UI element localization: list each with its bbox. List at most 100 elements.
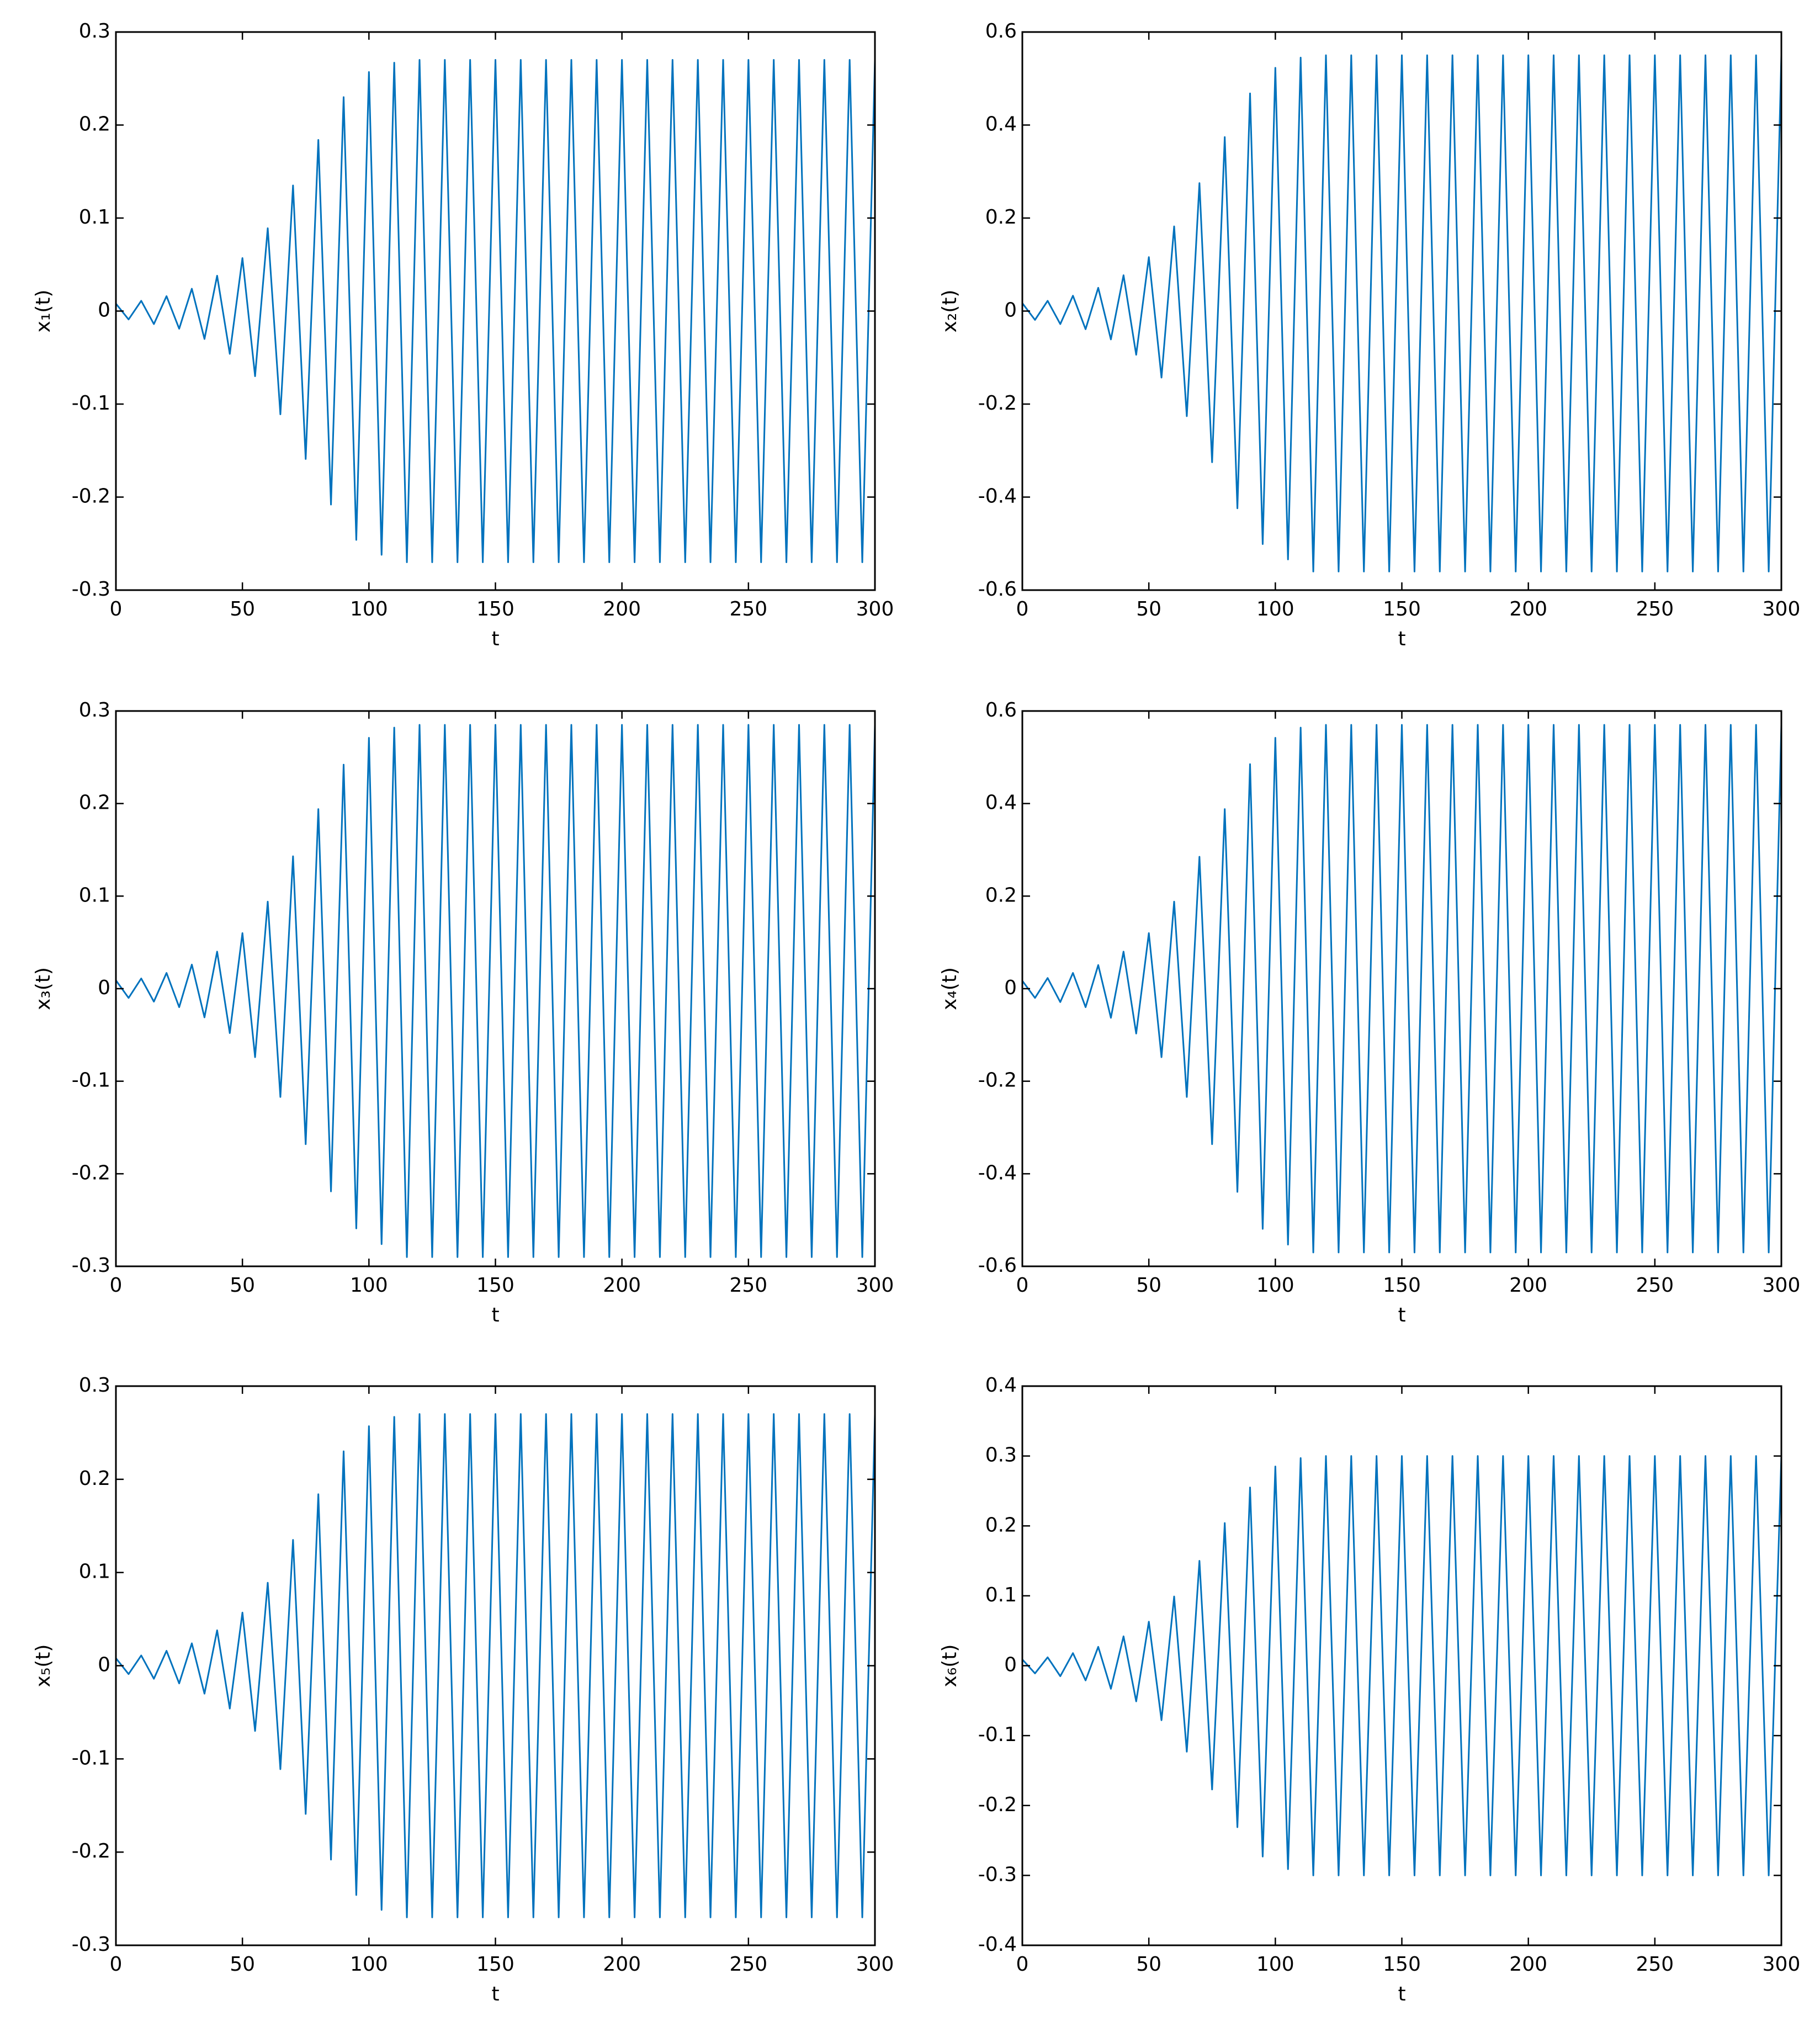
x-tick-label: 0: [110, 1274, 123, 1297]
y-tick-label: -0.2: [72, 1161, 110, 1184]
y-tick-label: -0.2: [978, 1793, 1017, 1816]
x-axis-label: t: [1398, 628, 1405, 650]
x-tick-label: 250: [1636, 1274, 1674, 1297]
y-tick-label: -0.4: [978, 1933, 1017, 1956]
x-axis-label: t: [491, 1304, 499, 1326]
y-axis-label: x₆(t): [938, 1644, 961, 1688]
x-tick-label: 100: [350, 1953, 388, 1976]
data-line: [1021, 724, 1782, 1254]
y-tick-label: -0.3: [72, 578, 110, 601]
x-axis-label: t: [1398, 1304, 1405, 1326]
y-tick-label: -0.1: [978, 1723, 1017, 1746]
x-tick-label: 300: [1763, 1953, 1801, 1976]
y-tick-label: -0.1: [72, 1069, 110, 1092]
y-tick-label: 0.6: [985, 20, 1017, 43]
x-tick-label: 250: [729, 1953, 767, 1976]
x-tick-label: 50: [1136, 1953, 1161, 1976]
x-tick-label: 250: [729, 1274, 767, 1297]
x-tick-label: 300: [1763, 598, 1801, 620]
x-tick-label: 0: [1016, 598, 1029, 620]
y-tick-label: 0.4: [985, 792, 1017, 814]
x-tick-label: 200: [603, 598, 641, 620]
x-tick-label: 200: [603, 1274, 641, 1297]
x-tick-label: 50: [1136, 1274, 1161, 1297]
y-tick-label: -0.4: [978, 485, 1017, 508]
y-tick-label: -0.2: [72, 1840, 110, 1862]
x-tick-label: 100: [1256, 1953, 1294, 1976]
x-tick-label: 50: [230, 1274, 255, 1297]
data-line: [1021, 54, 1782, 572]
x-tick-label: 50: [230, 1953, 255, 1976]
x-tick-label: 0: [110, 1953, 123, 1976]
y-tick-label: 0.2: [985, 1514, 1017, 1536]
x-tick-label: 150: [476, 598, 514, 620]
x-axis-label: t: [491, 628, 499, 650]
y-tick-label: 0.4: [985, 1374, 1017, 1397]
data-line: [115, 724, 876, 1258]
y-tick-label: -0.1: [72, 1747, 110, 1769]
axes-frame: [1021, 31, 1782, 591]
data-line: [115, 59, 876, 563]
x-axis-label: t: [491, 1983, 499, 2005]
x-tick-label: 250: [729, 598, 767, 620]
x-tick-label: 300: [856, 1274, 894, 1297]
subplot: 0 50 100 150 200 250 300 -0.6 -0.4 -0.2 0 0.2 0.4 0.6…: [938, 699, 1800, 1326]
x-tick-label: 200: [1509, 1953, 1547, 1976]
y-axis-label: x₄(t): [938, 967, 961, 1010]
x-tick-label: 300: [856, 1953, 894, 1976]
x-tick-label: 150: [476, 1274, 514, 1297]
y-tick-label: 0.2: [985, 206, 1017, 229]
y-tick-label: 0.4: [985, 113, 1017, 136]
x-tick-label: 200: [1509, 598, 1547, 620]
axes-frame: [115, 1385, 876, 1946]
y-tick-label: 0.1: [79, 884, 110, 906]
axes-frame: [1021, 710, 1782, 1267]
x-tick-label: 300: [1763, 1274, 1801, 1297]
y-tick-label: 0.2: [79, 113, 110, 136]
data-line: [1021, 1455, 1782, 1876]
axes-frame: [115, 31, 876, 591]
x-tick-label: 300: [856, 598, 894, 620]
y-tick-label: -0.6: [978, 578, 1017, 601]
y-tick-label: 0.2: [79, 1467, 110, 1490]
y-tick-label: -0.3: [72, 1254, 110, 1277]
x-tick-label: 0: [110, 598, 123, 620]
y-axis-label: x₅(t): [32, 1644, 55, 1688]
x-tick-label: 100: [1256, 1274, 1294, 1297]
subplot: 0 50 100 150 200 250 300 -0.6 -0.4 -0.2 0 0.2 0.4 0.6…: [938, 20, 1800, 650]
x-tick-label: 250: [1636, 1953, 1674, 1976]
subplot: 0 50 100 150 200 250 300 -0.3 -0.2 -0.1 0 0.1 0.2 0.3…: [32, 20, 894, 650]
y-tick-label: 0.3: [79, 1374, 110, 1397]
x-tick-label: 100: [350, 1274, 388, 1297]
x-tick-label: 100: [1256, 598, 1294, 620]
y-axis-label: x₂(t): [938, 290, 961, 333]
x-tick-label: 0: [1016, 1953, 1029, 1976]
y-tick-label: -0.3: [978, 1863, 1017, 1886]
x-tick-label: 50: [1136, 598, 1161, 620]
x-tick-label: 100: [350, 598, 388, 620]
y-tick-label: 0.3: [985, 1444, 1017, 1467]
x-tick-label: 150: [1383, 1274, 1421, 1297]
y-tick-label: 0: [98, 1654, 110, 1676]
subplot: 0 50 100 150 200 250 300 -0.3 -0.2 -0.1 0 0.1 0.2 0.3…: [32, 1374, 894, 2005]
y-tick-label: -0.2: [978, 1069, 1017, 1092]
y-tick-label: 0.1: [79, 206, 110, 229]
subplot: 0 50 100 150 200 250 300 -0.3 -0.2 -0.1 0 0.1 0.2 0.3…: [32, 699, 894, 1326]
y-tick-label: -0.1: [72, 392, 110, 415]
x-tick-label: 150: [1383, 598, 1421, 620]
y-tick-label: 0.2: [985, 884, 1017, 906]
y-tick-label: 0.1: [985, 1584, 1017, 1606]
y-tick-label: -0.6: [978, 1254, 1017, 1277]
y-axis-label: x₁(t): [32, 290, 55, 333]
y-tick-label: 0: [98, 977, 110, 999]
y-tick-label: -0.4: [978, 1161, 1017, 1184]
x-tick-label: 150: [1383, 1953, 1421, 1976]
y-tick-label: 0: [98, 299, 110, 322]
y-tick-label: 0: [1004, 299, 1017, 322]
y-tick-label: 0: [1004, 977, 1017, 999]
x-tick-label: 0: [1016, 1274, 1029, 1297]
y-tick-label: -0.2: [72, 485, 110, 508]
y-tick-label: 0.1: [79, 1561, 110, 1583]
